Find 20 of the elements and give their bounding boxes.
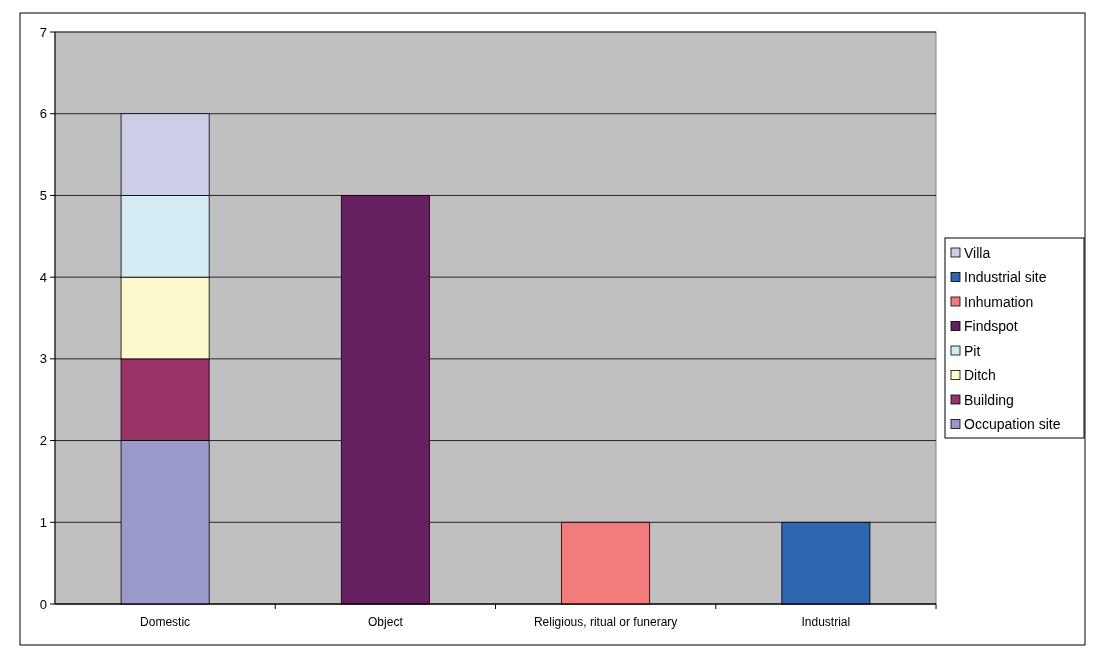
y-tick-label: 3 [39,351,47,367]
y-tick-label: 4 [39,269,47,285]
legend-label: Pit [964,342,981,359]
x-tick-label: Industrial [801,615,851,629]
legend-label: Inhumation [964,293,1034,310]
y-tick-label: 5 [39,187,47,203]
y-tick-label: 6 [39,106,47,122]
x-tick-label: Religious, ritual or funerary [533,615,678,629]
y-tick-label: 2 [39,433,47,449]
x-tick-label: Object [368,615,404,629]
x-tick-label: Domestic [140,615,191,629]
y-tick-label: 7 [39,24,47,40]
legend-label: Occupation site [964,416,1061,433]
legend-label: Findspot [964,318,1018,335]
legend-label: Building [964,391,1014,408]
legend-label: Villa [964,244,991,261]
legend-label: Ditch [964,367,996,384]
legend-label: Industrial site [964,269,1047,286]
y-tick-label: 1 [39,514,47,530]
y-tick-label: 0 [39,596,47,612]
